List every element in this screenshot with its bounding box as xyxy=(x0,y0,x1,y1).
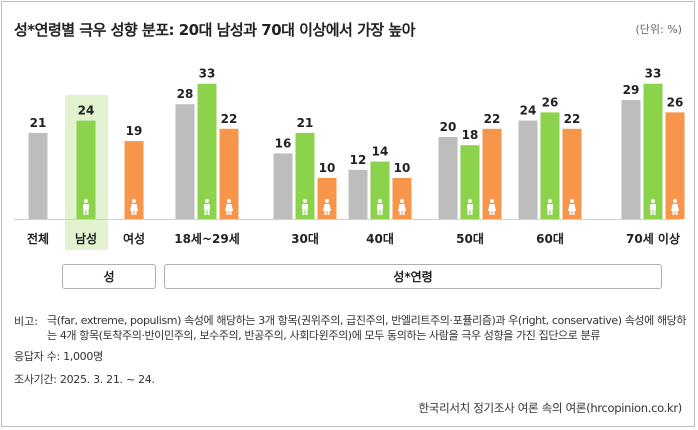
bar-total-3 xyxy=(175,104,195,219)
value-label-male-5: 14 xyxy=(372,145,389,159)
category-label-5: 40대 xyxy=(366,232,394,246)
bar-male-8 xyxy=(643,83,663,219)
bar-female-3 xyxy=(219,128,239,219)
group-box-sex: 성 xyxy=(62,264,156,289)
bar-female-2 xyxy=(124,141,144,219)
female-icon-3 xyxy=(225,199,233,215)
value-label-total-7: 24 xyxy=(520,104,537,118)
female-icon-6 xyxy=(488,199,496,215)
bar-male-1 xyxy=(76,120,96,219)
value-label-female-2: 19 xyxy=(126,124,143,138)
unit-label: (단위: %) xyxy=(635,23,682,36)
bar-total-4 xyxy=(273,153,293,219)
bar-total-8 xyxy=(621,100,641,219)
value-label-total-8: 29 xyxy=(623,83,640,97)
value-label-female-4: 10 xyxy=(319,161,336,175)
value-label-female-3: 22 xyxy=(221,112,238,126)
value-label-female-7: 22 xyxy=(564,112,581,126)
category-label-4: 30대 xyxy=(291,232,319,246)
bar-female-7 xyxy=(562,128,582,219)
value-label-male-3: 33 xyxy=(199,67,216,81)
value-label-total-3: 28 xyxy=(177,87,194,101)
bar-female-8 xyxy=(665,112,685,219)
male-icon-7 xyxy=(547,199,553,215)
male-icon-8 xyxy=(650,199,656,215)
bar-male-4 xyxy=(295,132,315,219)
value-label-total-5: 12 xyxy=(350,153,367,167)
category-label-7: 60대 xyxy=(536,232,564,246)
value-label-male-8: 33 xyxy=(645,67,662,81)
value-label-male-7: 26 xyxy=(542,95,559,109)
group-box-sex-age: 성*연령 xyxy=(164,264,662,289)
period-note: 조사기간: 2025. 3. 21. ~ 24. xyxy=(14,373,155,386)
value-label-female-8: 26 xyxy=(667,95,684,109)
value-label-male-1: 24 xyxy=(78,104,95,118)
bar-total-7 xyxy=(518,120,538,219)
female-icon-2 xyxy=(130,199,138,215)
category-label-8: 70세 이상 xyxy=(626,231,680,246)
bar-female-4 xyxy=(317,178,337,219)
category-label-0: 전체 xyxy=(27,231,49,246)
bar-male-3 xyxy=(197,83,217,219)
respondents-note: 응답자 수: 1,000명 xyxy=(14,350,103,363)
male-icon-3 xyxy=(204,199,210,215)
female-icon-7 xyxy=(568,199,576,215)
note-text: 극(far, extreme, populism) 속성에 해당하는 3개 항목… xyxy=(47,314,687,342)
bar-female-5 xyxy=(392,178,412,219)
male-icon-1 xyxy=(83,199,89,215)
category-label-2: 여성 xyxy=(123,231,145,246)
category-label-3: 18세~29세 xyxy=(174,231,240,246)
value-label-total-4: 16 xyxy=(275,136,292,150)
bar-total-6 xyxy=(438,137,458,219)
chart-title: 성*연령별 극우 성향 분포: 20대 남성과 70대 이상에서 가장 높아 xyxy=(14,21,416,39)
bar-chart: 21 전체 24 남성 19 여성 28 33 22 18세~29세 16 21 10 30대 12 14 10… xyxy=(14,67,685,250)
bar-male-6 xyxy=(460,145,480,219)
bar-female-6 xyxy=(482,128,502,219)
bar-male-5 xyxy=(370,161,390,219)
female-icon-8 xyxy=(671,199,679,215)
female-icon-5 xyxy=(398,199,406,215)
bar-total-5 xyxy=(348,169,368,219)
bar-male-7 xyxy=(540,112,560,219)
value-label-female-6: 22 xyxy=(484,112,501,126)
note-label: 비고: xyxy=(14,315,38,328)
value-label-male-6: 18 xyxy=(462,128,479,142)
female-icon-4 xyxy=(323,199,331,215)
male-icon-6 xyxy=(467,199,473,215)
male-icon-5 xyxy=(377,199,383,215)
male-icon-4 xyxy=(302,199,308,215)
value-label-female-5: 10 xyxy=(394,161,411,175)
source-credit: 한국리서치 정기조사 여론 속의 여론(hrcopinion.co.kr) xyxy=(418,401,683,415)
category-label-6: 50대 xyxy=(456,232,484,246)
value-label-total-6: 20 xyxy=(440,120,457,134)
category-label-1: 남성 xyxy=(75,231,97,246)
value-label-male-4: 21 xyxy=(297,116,314,130)
bar-total-0 xyxy=(28,132,48,219)
value-label-total-0: 21 xyxy=(30,116,47,130)
